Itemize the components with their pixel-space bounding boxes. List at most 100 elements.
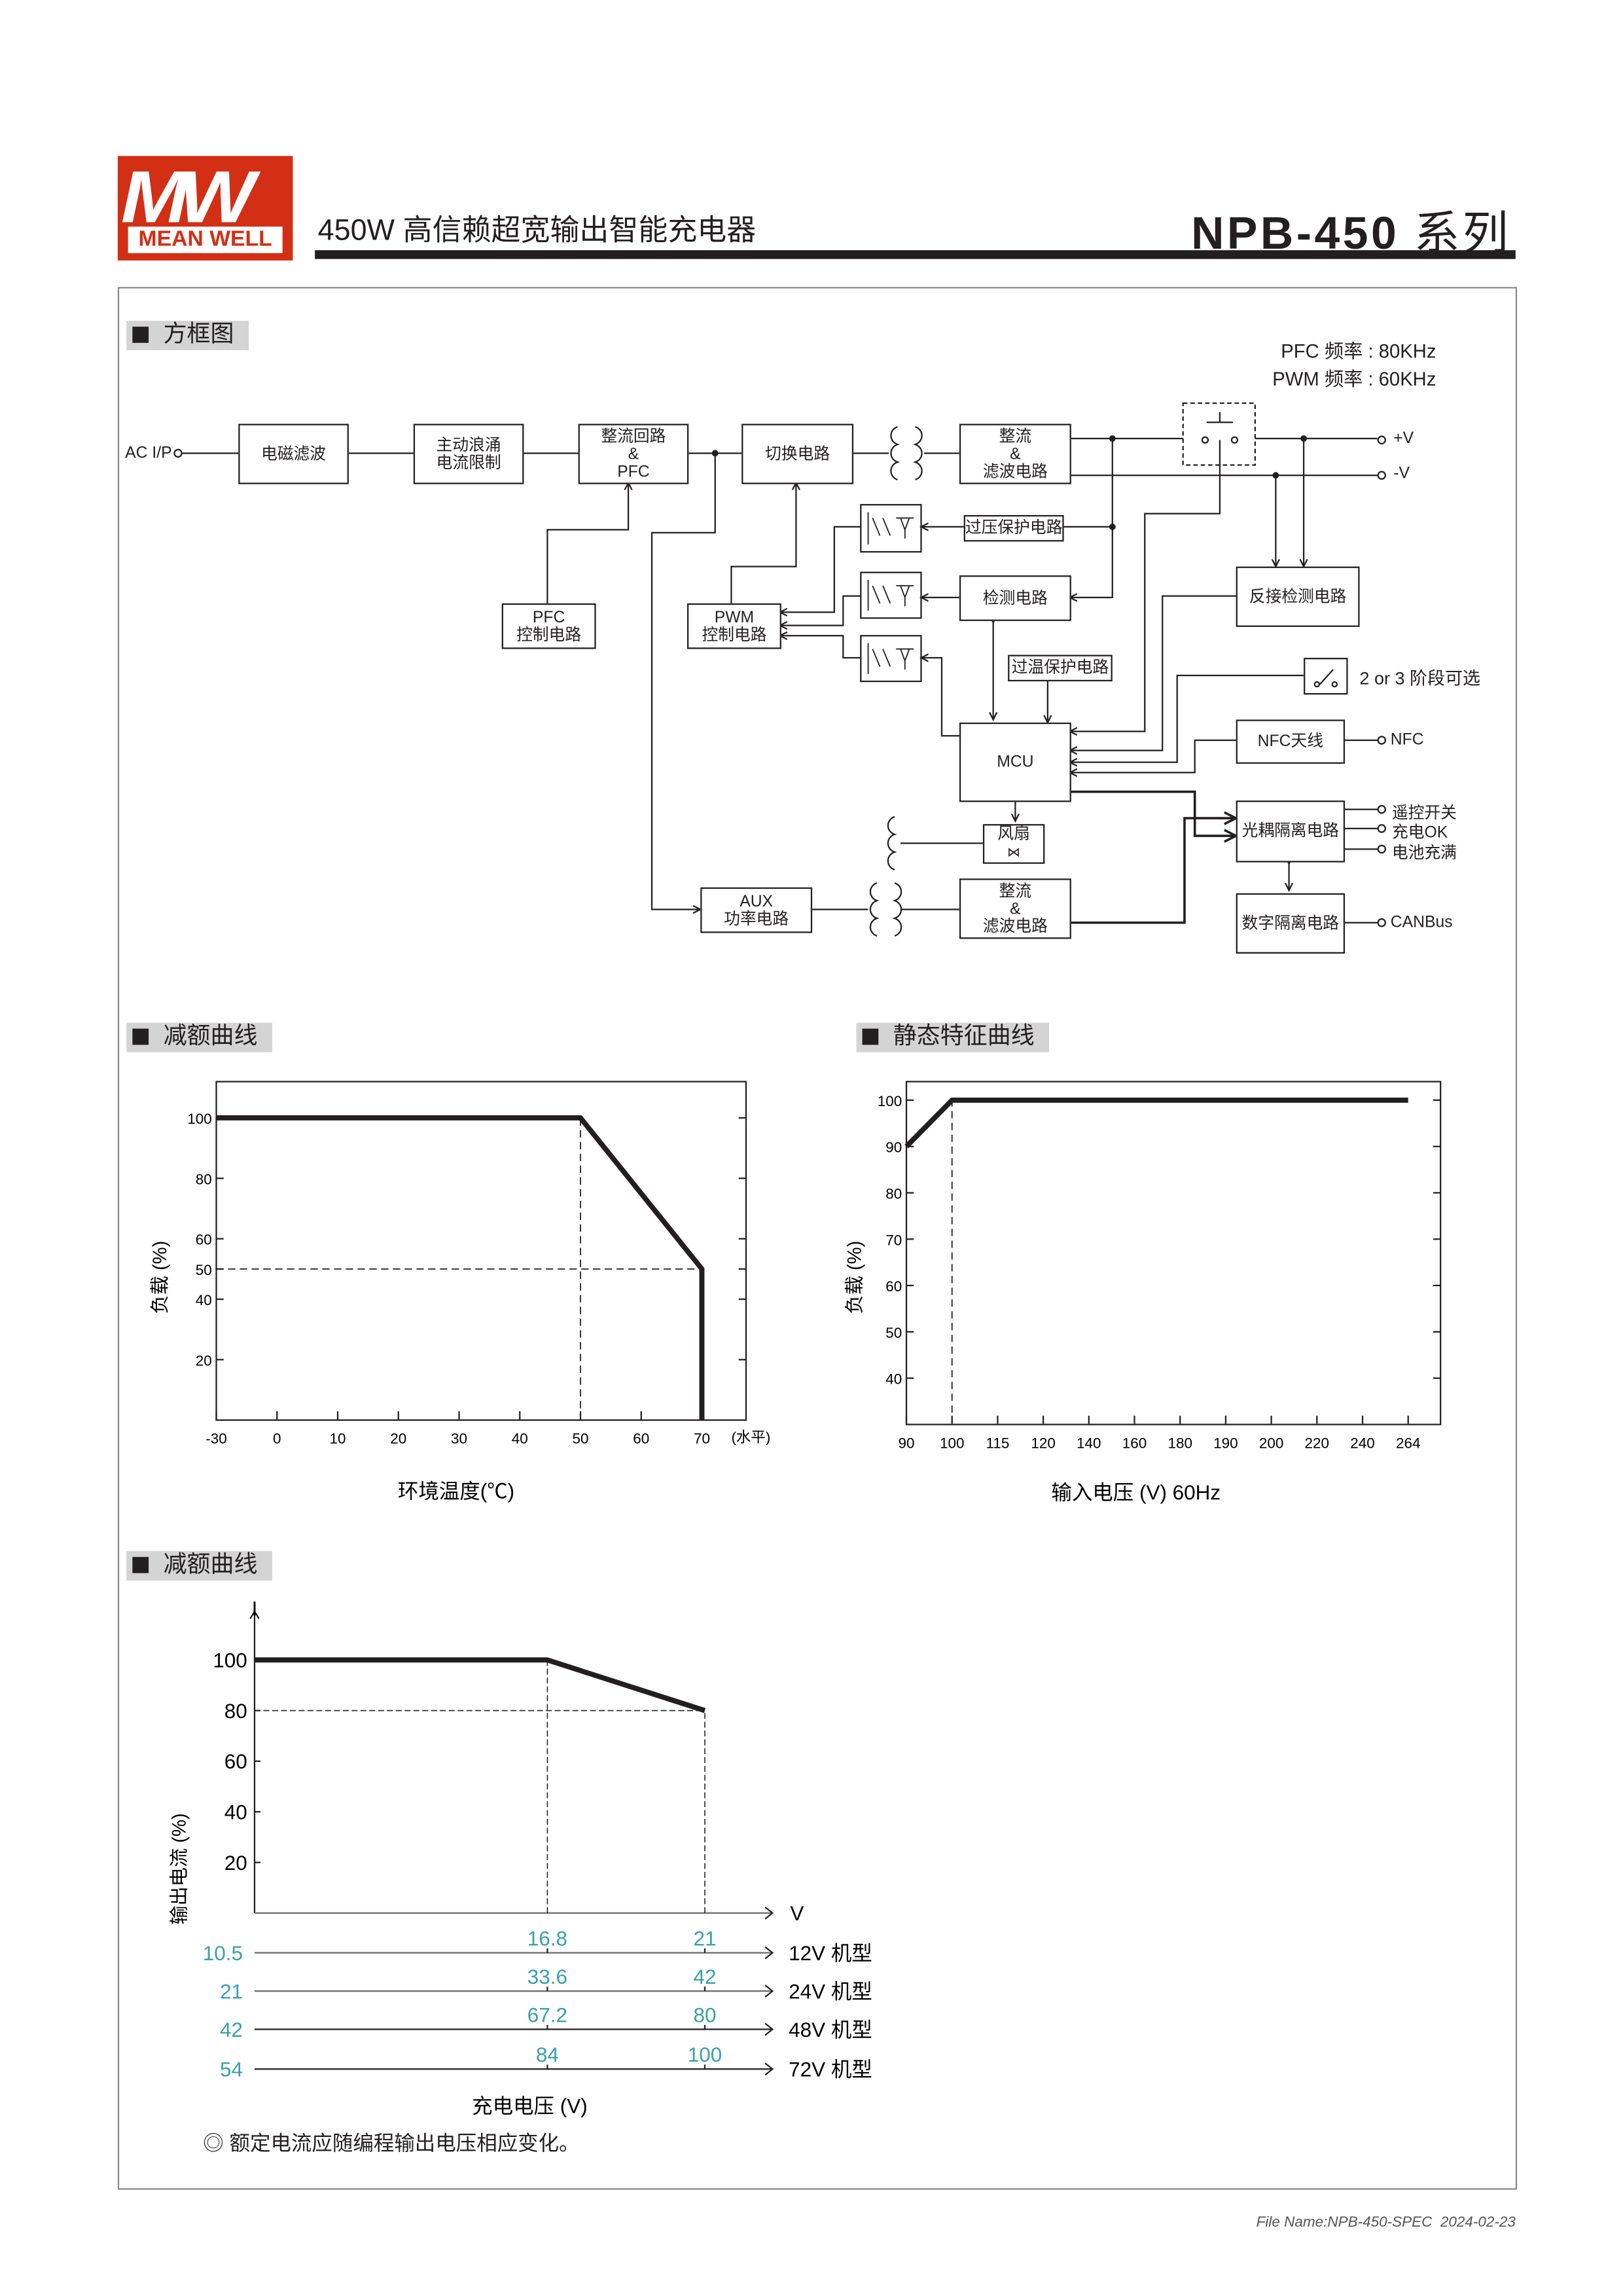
header-rule (315, 250, 1516, 259)
fan-icon: ⋈ (1007, 844, 1021, 860)
x-tick-label: -30 (205, 1431, 226, 1447)
section-heading-derating-2: 减额曲线 (126, 1551, 272, 1581)
plot-frame (215, 1081, 747, 1421)
x-tick-label: 40 (512, 1431, 528, 1447)
y-tick-label: 100 (878, 1093, 902, 1109)
remote-switch-label: 遥控开关 (1391, 804, 1457, 823)
model-label: 24V 机型 (789, 1980, 872, 2003)
aux-power-block: AUX 功率电路 (700, 887, 813, 933)
y-tick-label: 90 (885, 1139, 902, 1156)
section-title: 方框图 (163, 322, 234, 348)
x-tick-label: 240 (1350, 1435, 1375, 1451)
rectifier-filter-block: 整流 & 滤波电路 (959, 423, 1071, 484)
y-axis-symbol: I (252, 1598, 258, 1621)
ovp-block: 过压保护电路 (963, 514, 1064, 542)
model-tick-label: 84 (536, 2043, 559, 2066)
section-heading-derating: 减额曲线 (126, 1022, 272, 1052)
derating-note: ◎ 额定电流应随编程输出电压相应变化。 (203, 2130, 580, 2155)
y-tick-label: 50 (885, 1325, 902, 1341)
x-axis-note: (水平) (731, 1429, 770, 1445)
x-tick-label: 220 (1305, 1435, 1330, 1451)
x-axis-label: 输入电压 (V) 60Hz (1051, 1481, 1221, 1504)
stage-select-label: 2 or 3 阶段可选 (1359, 668, 1480, 689)
y-tick-label: 60 (196, 1232, 212, 1248)
x-tick-label: 160 (1122, 1435, 1147, 1451)
x-tick-label: 200 (1259, 1435, 1284, 1451)
plot-frame (905, 1081, 1442, 1426)
model-tick-label: 100 (688, 2043, 722, 2066)
y-tick-label: 80 (885, 1185, 902, 1202)
charge-ok-label: 充电OK (1391, 824, 1448, 842)
model-tick-label: 33.6 (527, 1965, 567, 1988)
model-axis-arrow (764, 1984, 774, 1998)
model-min-voltage: 21 (220, 1980, 243, 2003)
product-subtitle: 450W 高信赖超宽输出智能充电器 (317, 215, 757, 247)
battery-full-label: 电池充满 (1391, 844, 1457, 863)
x-tick-label: 264 (1396, 1435, 1421, 1451)
model-axis-arrow (764, 2062, 774, 2076)
model-tick-label: 42 (693, 1965, 716, 1988)
v-axis-arrow (764, 1907, 774, 1920)
y-tick-label: 40 (885, 1371, 902, 1388)
y-tick-label: 40 (196, 1292, 212, 1308)
pfc-frequency: PFC 频率 : 80KHz (1281, 340, 1436, 363)
x-tick-label: 100 (940, 1435, 965, 1451)
nfc-label: NFC (1390, 731, 1424, 749)
x-tick-label: 140 (1077, 1435, 1101, 1451)
reverse-detect-block: 反接检测电路 (1236, 566, 1360, 627)
opto-isolation-block: 光耦隔离电路 (1236, 800, 1346, 863)
y-axis-label: 负载 (%) (149, 1241, 171, 1314)
otp-block: 过温保护电路 (1008, 655, 1113, 682)
model-axis-arrow (764, 2022, 774, 2036)
y-tick-label: 100 (213, 1649, 247, 1672)
model-min-voltage: 54 (220, 2058, 243, 2081)
section-heading-block-diagram: 方框图 (126, 321, 249, 351)
footer-date: 2024-02-23 (1440, 2214, 1516, 2231)
y-axis-arrow (249, 1609, 260, 1619)
model-min-voltage: 10.5 (203, 1942, 243, 1965)
y-tick-label: 70 (885, 1232, 902, 1248)
model-tick-label: 67.2 (527, 2003, 567, 2026)
section-title: 静态特征曲线 (893, 1024, 1035, 1050)
x-tick-label: 30 (451, 1431, 467, 1447)
model-label: 48V 机型 (789, 2018, 872, 2041)
fan-block: 风扇 ⋈ (982, 824, 1045, 864)
rectifier-pfc-block: 整流回路 & PFC (578, 423, 689, 484)
y-tick-label: 60 (224, 1750, 247, 1773)
x-tick-label: 60 (633, 1431, 649, 1447)
section-title: 减额曲线 (163, 1024, 258, 1050)
x-axis-label: 环境温度(℃) (398, 1480, 514, 1503)
model-label: 72V 机型 (789, 2058, 872, 2081)
y-tick-label: 20 (224, 1852, 247, 1874)
footer: File Name:NPB-450-SPEC 2024-02-23 (1257, 2215, 1516, 2231)
y-tick-label: 40 (224, 1801, 247, 1823)
pfc-control-block: PFC 控制电路 (501, 603, 596, 649)
section-heading-static: 静态特征曲线 (856, 1022, 1050, 1052)
inrush-limit-block: 主动浪涌 电流限制 (413, 423, 524, 484)
digital-isolation-block: 数字隔离电路 (1236, 893, 1346, 954)
mean-well-logo: MW MEAN WELL (117, 156, 293, 260)
model-min-voltage: 42 (220, 2018, 243, 2041)
model-tick-label: 80 (693, 2003, 716, 2026)
pwm-control-block: PWM 控制电路 (687, 603, 781, 649)
minus-v-label: -V (1393, 465, 1410, 483)
x-tick-label: 50 (572, 1431, 588, 1447)
y-tick-label: 80 (196, 1171, 212, 1187)
series-line (216, 1115, 705, 1420)
pwm-frequency: PWM 频率 : 60KHz (1272, 368, 1436, 390)
y-tick-label: 100 (187, 1111, 211, 1127)
x-tick-label: 90 (899, 1435, 915, 1451)
x-tick-label: 180 (1168, 1435, 1192, 1451)
series-line (254, 1657, 706, 1713)
block-diagram-wires (173, 402, 1386, 937)
stage-switch-icon (1304, 658, 1348, 695)
model-label: 12V 机型 (789, 1942, 872, 1965)
y-axis-label: 输出电流 (%) (168, 1813, 190, 1924)
x-axis-label: 充电电压 (V) (472, 2095, 588, 2118)
x-tick-label: 20 (390, 1431, 406, 1447)
y-tick-label: 80 (224, 1700, 247, 1723)
canbus-label: CANBus (1390, 914, 1453, 932)
x-tick-label: 120 (1031, 1435, 1056, 1451)
